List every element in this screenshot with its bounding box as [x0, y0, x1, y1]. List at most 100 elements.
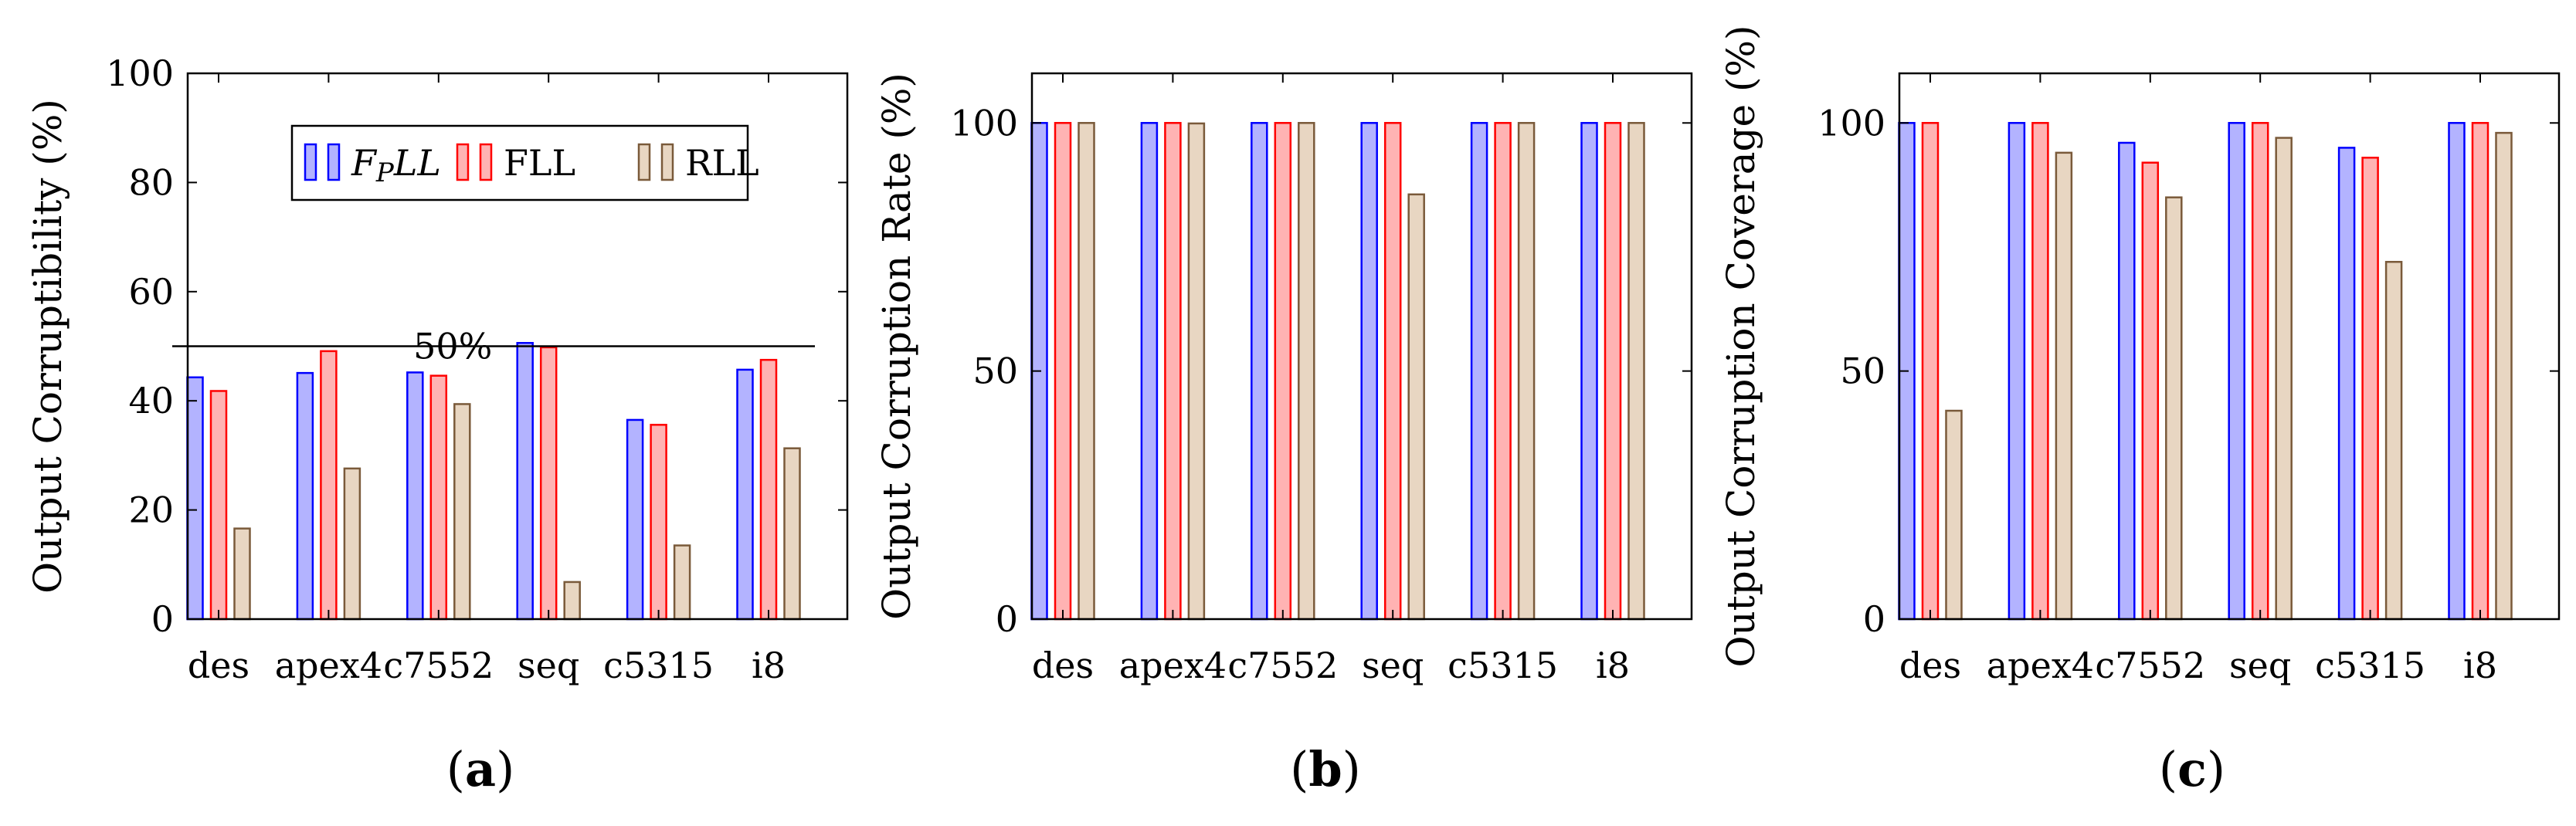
- bar-fll-seq: [2251, 122, 2269, 621]
- panel-label: (c): [2159, 741, 2225, 797]
- y-tick-label: 60: [128, 271, 174, 313]
- y-tick-label: 100: [950, 102, 1018, 144]
- x-tick-label: des: [1899, 645, 1961, 686]
- bar-fll-i8: [2471, 122, 2489, 621]
- bar-fll-apex4: [320, 350, 338, 621]
- bar-fpll-c7552: [406, 371, 424, 621]
- bar-rll-seq: [1407, 193, 1425, 621]
- bar-rll-c7552: [1298, 122, 1315, 621]
- bar-fpll-des: [186, 376, 204, 621]
- y-axis-title: Output Corruptibility (%): [25, 99, 70, 594]
- bar-fpll-c5315: [2337, 147, 2356, 621]
- bar-rll-c5315: [673, 544, 691, 621]
- bar-rll-c7552: [453, 403, 471, 621]
- x-tick-label: c5315: [1448, 645, 1558, 686]
- bar-rll-des: [233, 527, 251, 621]
- bar-fpll-c5315: [626, 418, 644, 621]
- bar-rll-c5315: [2384, 260, 2403, 621]
- bar-fll-apex4: [2031, 122, 2049, 621]
- bar-fll-apex4: [1164, 122, 1182, 621]
- x-tick-label: c5315: [2315, 645, 2425, 686]
- legend-label-fll: FLL: [504, 142, 575, 184]
- y-axis-title: Output Corruption Coverage (%): [1719, 25, 1763, 667]
- y-axis-title: Output Corruption Rate (%): [874, 73, 919, 620]
- bar-fpll-apex4: [2008, 122, 2026, 621]
- bar-fll-des: [209, 390, 228, 621]
- bar-fll-des: [1921, 122, 1940, 621]
- x-tick-label: seq: [518, 645, 579, 686]
- bar-fll-des: [1054, 122, 1072, 621]
- bar-fll-c7552: [2141, 161, 2160, 621]
- bar-rll-apex4: [343, 467, 361, 621]
- x-tick-label: c7552: [1227, 645, 1338, 686]
- bar-rll-seq: [563, 581, 581, 621]
- axes-frame: [1030, 72, 1693, 621]
- y-tick-label: 50: [972, 350, 1018, 392]
- y-tick-label: 20: [128, 489, 174, 531]
- x-tick-label: des: [1032, 645, 1094, 686]
- x-tick-label: i8: [1596, 645, 1630, 686]
- bar-rll-des: [1078, 122, 1095, 621]
- y-tick-label: 80: [128, 161, 174, 203]
- x-tick-label: apex4: [275, 645, 382, 686]
- bar-rll-i8: [1627, 122, 1645, 621]
- bar-fpll-i8: [2448, 122, 2466, 621]
- bar-fll-c7552: [429, 374, 448, 621]
- x-tick-label: seq: [2229, 645, 2291, 686]
- bar-fpll-seq: [2228, 122, 2245, 621]
- bar-fll-c5315: [1494, 122, 1512, 621]
- legend-swatch-rll: [637, 143, 651, 181]
- chart-panel-b: des apex4 c7552 seq c5315 i8 0 50 100 Output Corr…: [874, 72, 1693, 797]
- x-tick-label: c5315: [603, 645, 714, 686]
- bar-fll-c5315: [650, 424, 667, 621]
- y-tick-label: 100: [106, 52, 174, 94]
- bar-fpll-apex4: [296, 371, 314, 621]
- y-tick-label: 0: [996, 598, 1018, 640]
- bar-fpll-seq: [1360, 122, 1378, 621]
- y-tick-label: 50: [1840, 350, 1885, 392]
- bar-rll-seq: [2275, 137, 2293, 621]
- bar-fll-c7552: [1274, 122, 1292, 621]
- reference-line-label: 50%: [413, 326, 492, 367]
- y-tick-label: 100: [1817, 102, 1885, 144]
- y-tick-label: 0: [151, 598, 174, 640]
- x-tick-label: i8: [752, 645, 786, 686]
- y-tick-label: 0: [1863, 598, 1885, 640]
- x-tick-label: c7552: [383, 645, 494, 686]
- bar-fpll-c5315: [1470, 122, 1488, 621]
- bar-rll-apex4: [1187, 122, 1206, 621]
- bar-fpll-apex4: [1140, 122, 1159, 621]
- bar-fll-c5315: [2361, 157, 2379, 621]
- bar-rll-i8: [783, 447, 801, 621]
- bar-fll-seq: [1383, 122, 1402, 621]
- bar-rll-i8: [2495, 131, 2513, 621]
- x-tick-label: i8: [2463, 645, 2497, 686]
- bar-fpll-seq: [516, 342, 534, 621]
- x-tick-label: c7552: [2095, 645, 2205, 686]
- legend-swatch-fpll: [327, 143, 341, 181]
- bar-rll-c7552: [2165, 196, 2183, 621]
- bar-rll-c5315: [1517, 122, 1536, 621]
- x-tick-label: des: [188, 645, 249, 686]
- legend-swatch-fpll: [304, 143, 317, 181]
- panel-label: (b): [1290, 741, 1361, 797]
- bar-rll-apex4: [2055, 151, 2073, 621]
- bar-fpll-i8: [1580, 122, 1598, 621]
- legend-swatch-fll: [456, 143, 470, 181]
- bar-fll-i8: [759, 358, 778, 621]
- x-tick-label: seq: [1362, 645, 1424, 686]
- legend-swatch-fll: [479, 143, 493, 181]
- x-tick-label: apex4: [1119, 645, 1227, 686]
- axes-frame: [1898, 72, 2561, 621]
- legend-swatch-rll: [660, 143, 674, 181]
- bar-fpll-c7552: [1251, 122, 1268, 621]
- bar-fll-i8: [1604, 122, 1622, 621]
- bar-rll-des: [1945, 409, 1963, 621]
- y-tick-label: 40: [128, 380, 174, 421]
- bar-fpll-i8: [736, 368, 754, 621]
- bar-fpll-c7552: [2118, 141, 2136, 621]
- legend-label-rll: RLL: [685, 142, 759, 184]
- x-tick-label: apex4: [1987, 645, 2094, 686]
- bar-fll-seq: [539, 346, 558, 621]
